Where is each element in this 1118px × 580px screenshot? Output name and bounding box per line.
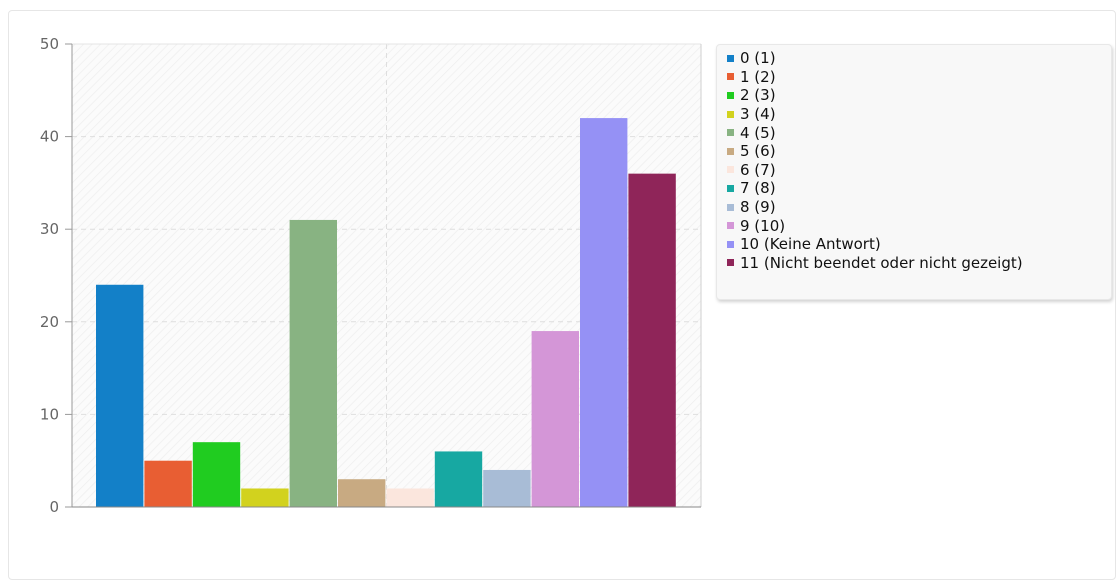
y-tick-label: 0 <box>49 498 59 516</box>
bar-1 <box>144 460 192 507</box>
legend-item[interactable]: 8 (9) <box>727 198 1111 217</box>
bar-6 <box>386 488 434 507</box>
legend-swatch <box>727 147 734 155</box>
legend-item[interactable]: 3 (4) <box>727 105 1111 124</box>
legend-swatch <box>727 54 734 62</box>
axes: 0 10 20 30 40 50 <box>40 35 702 516</box>
legend-item[interactable]: 1 (2) <box>727 68 1111 87</box>
legend-label: 4 (5) <box>740 123 776 142</box>
legend-swatch <box>727 73 734 81</box>
bar-10 <box>580 118 628 507</box>
legend-label: 2 (3) <box>740 86 776 105</box>
legend-swatch <box>727 259 734 267</box>
y-tick-label: 30 <box>40 220 59 238</box>
legend-item[interactable]: 2 (3) <box>727 86 1111 105</box>
y-tick-label: 20 <box>40 313 59 331</box>
legend-label: 8 (9) <box>740 198 776 217</box>
legend-label: 5 (6) <box>740 142 776 161</box>
legend-label: 6 (7) <box>740 160 776 179</box>
legend-swatch <box>727 240 734 248</box>
legend-swatch <box>727 166 734 174</box>
legend-item[interactable]: 5 (6) <box>727 142 1111 161</box>
legend-swatch <box>727 184 734 192</box>
legend-swatch <box>727 203 734 211</box>
bar-7 <box>434 451 483 507</box>
legend-item[interactable]: 10 (Keine Antwort) <box>727 235 1111 254</box>
y-tick-label: 50 <box>40 35 59 53</box>
legend-item[interactable]: 6 (7) <box>727 161 1111 180</box>
bar-8 <box>483 469 531 507</box>
legend-swatch <box>727 110 734 118</box>
legend-item[interactable]: 11 (Nicht beendet oder nicht gezeigt) <box>727 254 1111 273</box>
legend: 0 (1) 1 (2) 2 (3) 3 (4) 4 (5) 5 (6) 6 (7) 7 (8)… <box>716 44 1112 300</box>
y-tick-label: 10 <box>40 405 59 423</box>
bar-4 <box>289 219 337 507</box>
legend-swatch <box>727 129 734 137</box>
legend-label: 10 (Keine Antwort) <box>740 235 881 254</box>
legend-label: 3 (4) <box>740 105 776 124</box>
legend-swatch <box>727 222 734 230</box>
bar-3 <box>241 488 289 507</box>
bars <box>96 118 676 507</box>
legend-label: 0 (1) <box>740 49 776 68</box>
legend-label: 1 (2) <box>740 67 776 86</box>
legend-swatch <box>727 91 734 99</box>
legend-label: 11 (Nicht beendet oder nicht gezeigt) <box>740 253 1023 272</box>
bar-11 <box>628 173 676 507</box>
legend-label: 7 (8) <box>740 179 776 198</box>
bar-0 <box>96 284 144 507</box>
legend-label: 9 (10) <box>740 216 786 235</box>
bar-2 <box>192 442 241 507</box>
bar-9 <box>531 331 579 507</box>
legend-item[interactable]: 7 (8) <box>727 179 1111 198</box>
y-tick-label: 40 <box>40 128 59 146</box>
legend-item[interactable]: 0 (1) <box>727 49 1111 68</box>
legend-item[interactable]: 4 (5) <box>727 123 1111 142</box>
legend-item[interactable]: 9 (10) <box>727 216 1111 235</box>
bar-5 <box>338 479 386 507</box>
